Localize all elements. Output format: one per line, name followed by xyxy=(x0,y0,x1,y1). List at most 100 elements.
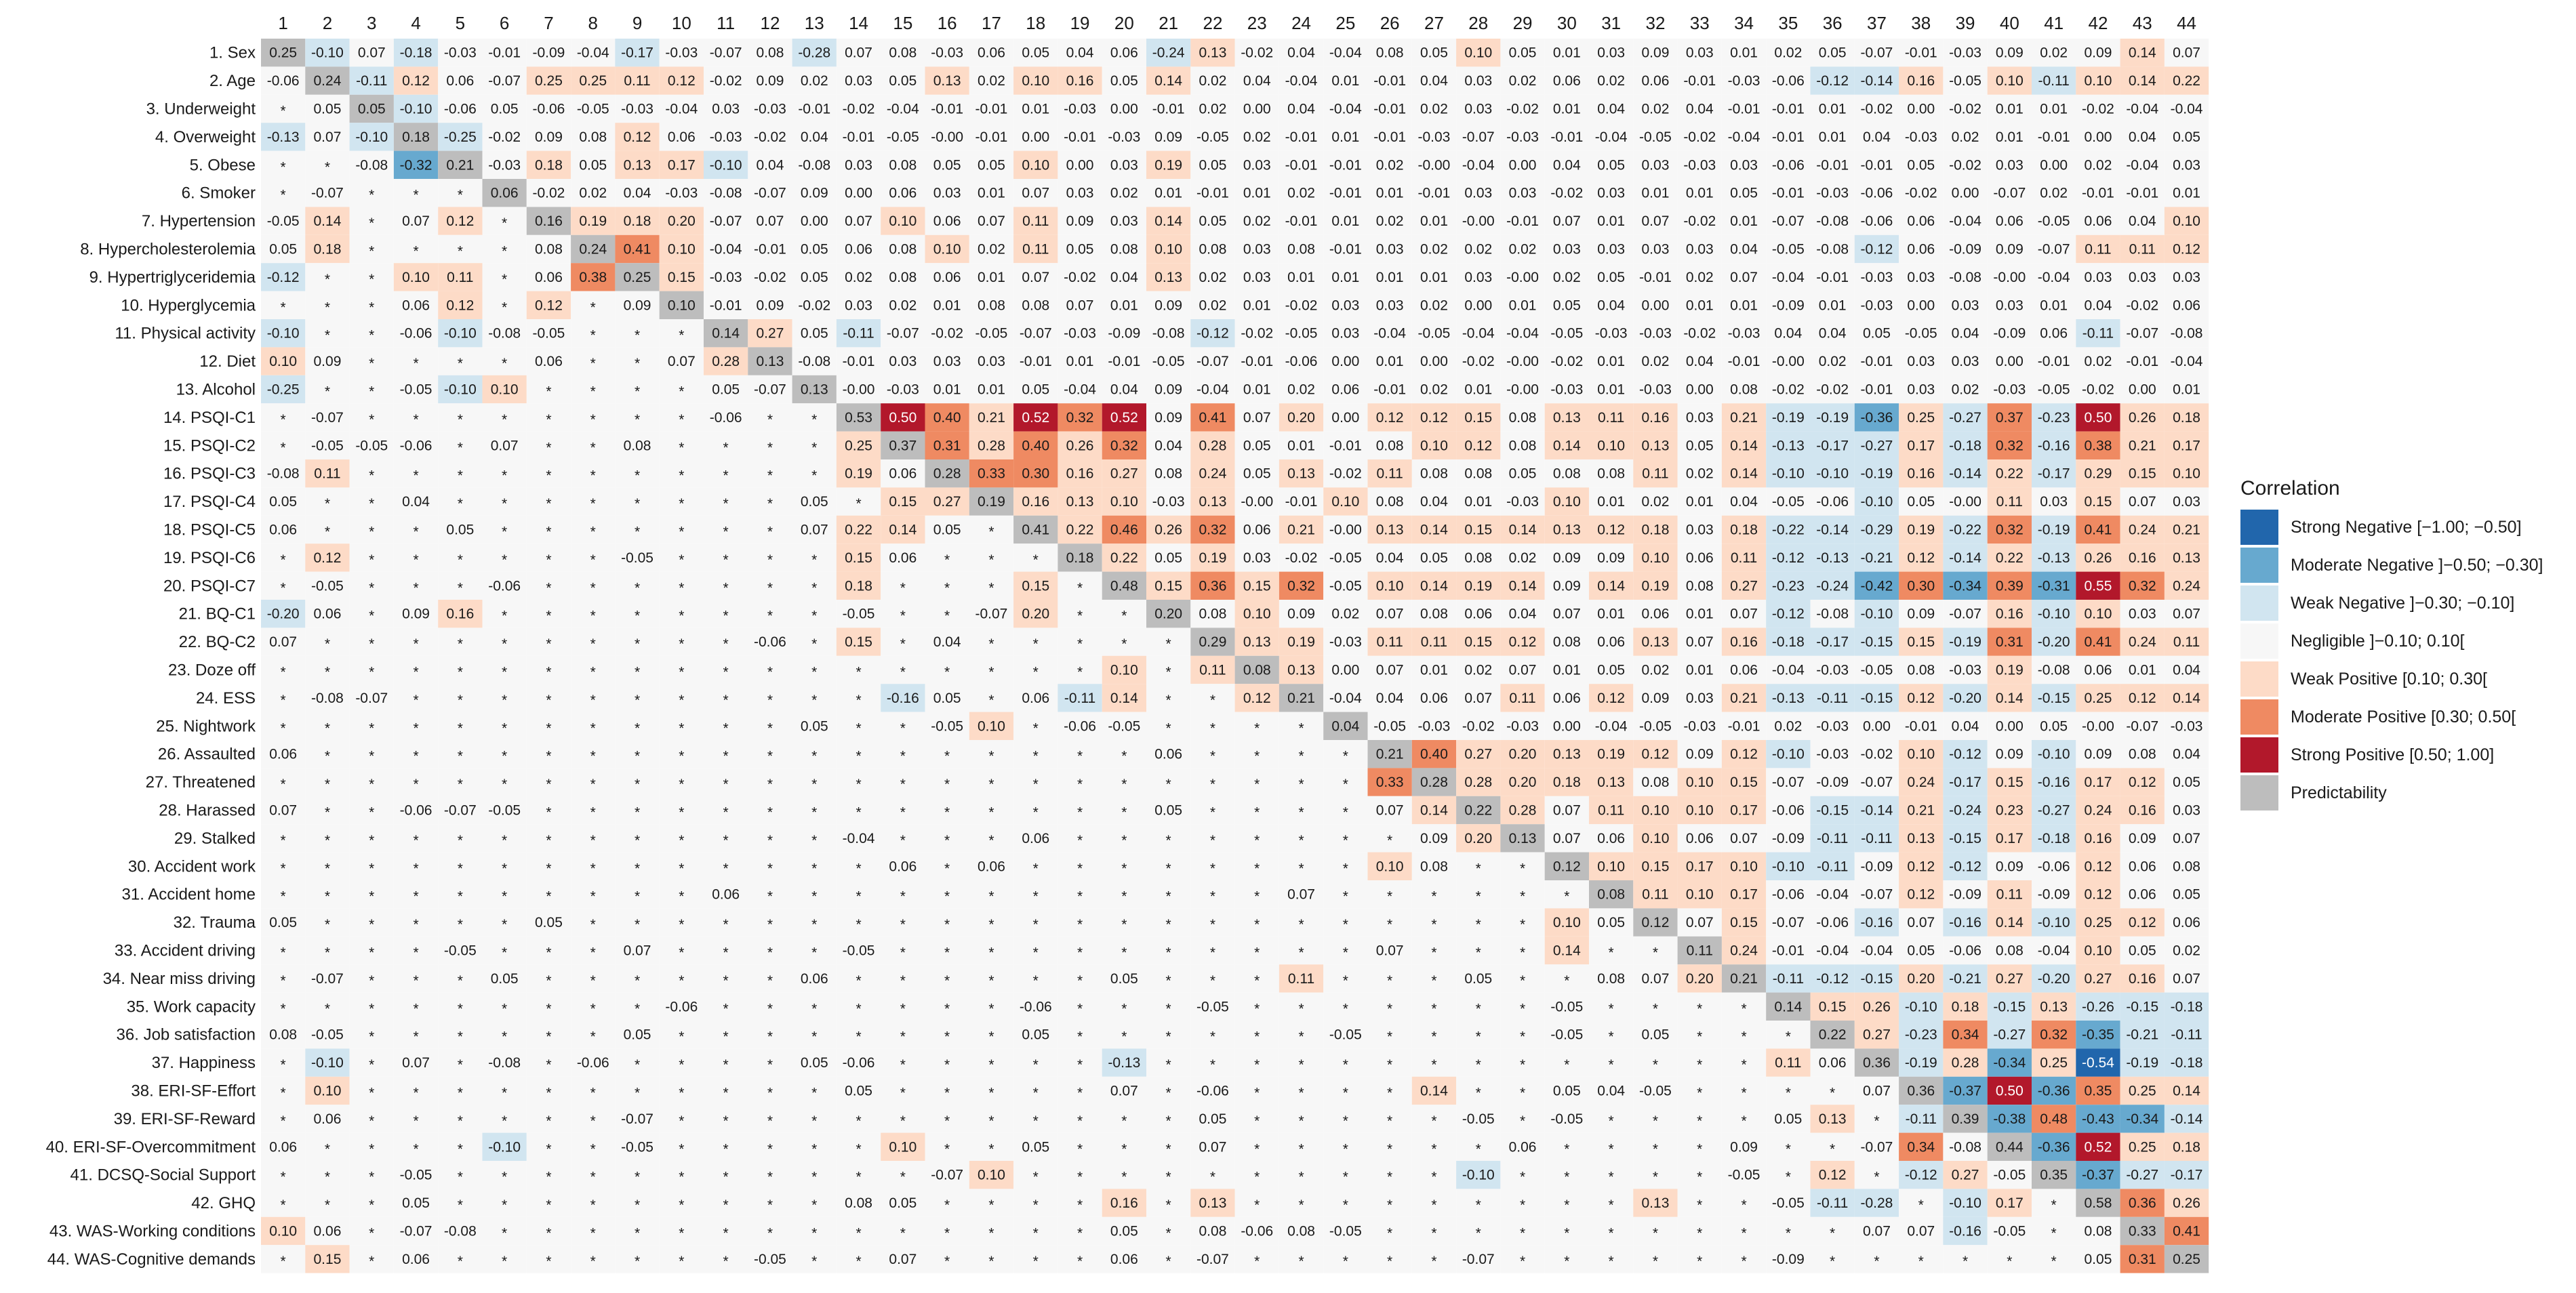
cell-value-label: 0.02 xyxy=(1553,270,1581,285)
heatmap-cell xyxy=(1234,150,1279,179)
cell-value-label: 0.12 xyxy=(446,297,474,313)
cell-value-label: * xyxy=(1387,889,1392,905)
cell-value-label: * xyxy=(1343,749,1348,764)
cell-value-label: * xyxy=(590,609,596,624)
row-label: 28. Harassed xyxy=(159,802,256,820)
heatmap-cell xyxy=(1279,123,1324,151)
cell-value-label: * xyxy=(944,1197,950,1213)
column-label: 35 xyxy=(1778,13,1798,33)
heatmap-cell xyxy=(1102,39,1146,67)
cell-value-label: -0.08 xyxy=(710,186,742,201)
cell-value-label: * xyxy=(458,1086,463,1101)
cell-value-label: * xyxy=(635,1170,640,1185)
cell-value-label: -0.03 xyxy=(754,102,786,117)
cell-value-label: 0.02 xyxy=(1686,270,1714,285)
cell-value-label: * xyxy=(546,1197,551,1213)
cell-value-label: 0.13 xyxy=(1287,663,1315,678)
cell-value-label: 0.28 xyxy=(1952,1055,1979,1071)
cell-value-label: * xyxy=(811,412,817,428)
cell-value-label: 0.16 xyxy=(1907,466,1935,482)
cell-value-label: * xyxy=(1476,1086,1481,1101)
cell-value-label: -0.06 xyxy=(400,326,432,342)
cell-value-label: 0.08 xyxy=(757,45,784,61)
cell-value-label: -0.02 xyxy=(1550,354,1583,369)
cell-value-label: 0.05 xyxy=(358,102,386,117)
cell-value-label: * xyxy=(723,580,729,596)
cell-value-label: 0.40 xyxy=(1022,438,1049,453)
cell-value-label: 0.01 xyxy=(1376,270,1404,285)
cell-value-label: * xyxy=(1166,1170,1171,1185)
cell-value-label: 0.01 xyxy=(2040,297,2068,313)
cell-value-label: -0.23 xyxy=(1905,1027,1937,1043)
heatmap-cell xyxy=(261,179,306,207)
cell-value-label: * xyxy=(635,720,640,736)
cell-value-label: * xyxy=(546,1057,551,1073)
cell-value-label: * xyxy=(1033,1226,1039,1241)
cell-value-label: * xyxy=(679,805,684,821)
cell-value-label: 0.15 xyxy=(1642,859,1670,874)
cell-value-label: 0.02 xyxy=(1509,550,1537,566)
cell-value-label: * xyxy=(1431,1226,1436,1241)
heatmap-cell xyxy=(881,39,925,67)
cell-value-label: 0.29 xyxy=(2085,466,2112,482)
cell-value-label: 0.09 xyxy=(1996,859,2024,874)
cell-value-label: -0.01 xyxy=(1020,354,1052,369)
heatmap-cell xyxy=(261,123,306,151)
cell-value-label: * xyxy=(900,1113,906,1129)
cell-value-label: -0.06 xyxy=(267,73,300,89)
cell-value-label: -0.13 xyxy=(267,129,300,145)
cell-value-label: * xyxy=(679,1141,684,1157)
cell-value-label: * xyxy=(679,1254,684,1269)
cell-value-label: * xyxy=(1077,945,1083,961)
cell-value-label: 0.28 xyxy=(1420,775,1448,790)
cell-value-label: * xyxy=(635,1226,640,1241)
row-label: 39. ERI-SF-Reward xyxy=(114,1110,256,1128)
column-label: 3 xyxy=(367,13,376,33)
cell-value-label: 0.13 xyxy=(624,157,651,173)
cell-value-label: -0.03 xyxy=(665,45,698,61)
cell-value-label: * xyxy=(369,1197,374,1213)
cell-value-label: 0.07 xyxy=(1022,186,1049,201)
cell-value-label: -0.03 xyxy=(931,45,963,61)
cell-value-label: * xyxy=(413,749,418,764)
column-label: 40 xyxy=(2000,13,2019,33)
heatmap-cell xyxy=(1058,150,1102,179)
cell-value-label: 0.25 xyxy=(269,45,297,61)
column-label: 13 xyxy=(805,13,824,33)
cell-value-label: * xyxy=(1121,889,1127,905)
cell-value-label: 0.14 xyxy=(1996,691,2024,706)
cell-value-label: 0.14 xyxy=(2173,1084,2200,1099)
cell-value-label: 0.12 xyxy=(1907,887,1935,903)
heatmap-cell xyxy=(1234,39,1279,67)
cell-value-label: 0.05 xyxy=(2173,775,2200,790)
cell-value-label: 0.01 xyxy=(1287,438,1315,453)
cell-value-label: 0.05 xyxy=(1110,1224,1138,1239)
cell-value-label: 0.06 xyxy=(1110,45,1138,61)
cell-value-label: * xyxy=(635,356,640,371)
cell-value-label: 0.18 xyxy=(1730,522,1758,538)
heatmap-cell xyxy=(659,234,704,264)
cell-value-label: 0.09 xyxy=(757,297,784,313)
cell-value-label: -0.01 xyxy=(798,102,830,117)
cell-value-label: 0.24 xyxy=(579,242,607,258)
cell-value-label: * xyxy=(458,861,463,876)
cell-value-label: * xyxy=(281,889,286,905)
cell-value-label: 0.02 xyxy=(1509,242,1537,258)
heatmap-cell xyxy=(2032,150,2076,179)
cell-value-label: * xyxy=(1520,1086,1525,1101)
cell-value-label: 0.04 xyxy=(1110,382,1138,398)
cell-value-label: 0.07 xyxy=(1730,270,1758,285)
heatmap-cell xyxy=(1633,150,1678,179)
heatmap-cell xyxy=(1058,179,1102,207)
cell-value-label: * xyxy=(1254,889,1260,905)
heatmap-cell xyxy=(1456,123,1501,151)
cell-value-label: 0.07 xyxy=(978,213,1005,229)
cell-value-label: 0.20 xyxy=(1287,410,1315,426)
heatmap-cell xyxy=(1766,123,1811,151)
cell-value-label: 0.36 xyxy=(1863,1055,1891,1071)
cell-value-label: -0.07 xyxy=(621,1111,653,1127)
cell-value-label: -0.06 xyxy=(1772,73,1805,89)
cell-value-label: 0.00 xyxy=(1464,297,1492,313)
cell-value-label: * xyxy=(1387,1057,1392,1073)
cell-value-label: 0.10 xyxy=(2173,213,2200,229)
